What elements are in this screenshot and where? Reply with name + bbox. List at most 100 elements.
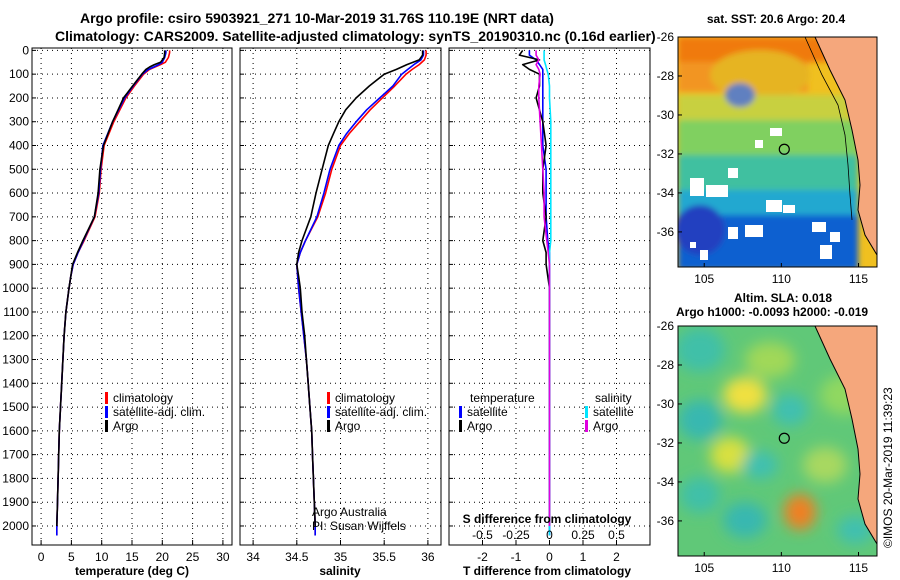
map-y-tick-label: -36 xyxy=(657,514,675,528)
depth-tick-label: 1200 xyxy=(2,329,29,343)
legend-sal-0-swatch xyxy=(327,392,330,404)
difference-legend: temperature salinitysatelliteArgosatellit… xyxy=(459,391,634,433)
temperature-panel: 0 5 10 15 20 25 30 temperature (deg C) climato… xyxy=(31,47,233,578)
depth-tick-label: 1000 xyxy=(2,281,29,295)
s-difference-tick-label: 0 xyxy=(546,528,553,542)
s-difference-ticks: -0.5 -0.25 0 0.25 0.5 xyxy=(472,528,625,542)
x-tick-label: 10 xyxy=(95,550,109,564)
legend-sal-1-label: satellite-adj. clim. xyxy=(335,405,427,419)
map-y-tick-label: -26 xyxy=(657,30,675,44)
legend-sal-2-label: Argo xyxy=(335,419,361,433)
legend-s-argo-swatch xyxy=(585,420,588,432)
x-tick-label: 36 xyxy=(421,550,435,564)
depth-axis: 0 100 200 300 400 500 600 700 800 900 1000 1100 1200… xyxy=(2,43,29,533)
argo-location-marker-sst xyxy=(778,143,790,155)
salinity-xlabel: salinity xyxy=(319,564,361,578)
x-tick-label: -2 xyxy=(477,550,488,564)
map-y-tick-label: -34 xyxy=(657,186,675,200)
legend-temp-2-swatch xyxy=(105,420,108,432)
credit-pi: PI: Susan Wijffels xyxy=(312,519,406,533)
map-y-tick-label: -32 xyxy=(657,147,675,161)
s-difference-tick-label: -0.25 xyxy=(502,528,530,542)
x-tick-label: 25 xyxy=(186,550,200,564)
salinity-panel: 34 34.5 35 35.5 36 salinity climatologysatel… xyxy=(239,47,442,578)
map-y-tick-label: -36 xyxy=(657,225,675,239)
sst-map-title: sat. SST: 20.6 Argo: 20.4 xyxy=(707,12,846,26)
depth-tick-label: 800 xyxy=(9,234,29,248)
salinity-frame xyxy=(239,47,442,546)
x-tick-label: 0 xyxy=(546,550,553,564)
argo-location-marker-sla xyxy=(778,432,790,444)
map-x-tick-label: 110 xyxy=(772,561,791,575)
map-x-tick-label: 110 xyxy=(772,272,791,286)
depth-tick-label: 1100 xyxy=(3,305,29,319)
legend-s-argo-label: Argo xyxy=(593,419,619,433)
x-tick-label: 1 xyxy=(580,550,587,564)
title-line-2: Climatology: CARS2009. Satellite-adjuste… xyxy=(55,28,656,44)
sla-map: Altim. SLA: 0.018 Argo h1000: -0.0093 h2… xyxy=(657,291,878,575)
sst-map-frame xyxy=(677,36,878,268)
depth-tick-label: 300 xyxy=(9,115,29,129)
map-y-tick-label: -26 xyxy=(657,319,675,333)
map-x-tick-label: 115 xyxy=(849,561,868,575)
depth-tick-label: 600 xyxy=(9,186,29,200)
x-tick-label: 20 xyxy=(156,550,170,564)
credit-argo-australia: Argo Australia xyxy=(312,505,387,519)
difference-panel: -2 -1 0 1 2 T difference from climatology S … xyxy=(448,47,651,578)
legend-t-satellite-label: satellite xyxy=(467,405,508,419)
depth-tick-label: 200 xyxy=(9,91,29,105)
x-tick-label: 34.5 xyxy=(285,550,309,564)
legend-t-satellite-swatch xyxy=(459,406,462,418)
depth-tick-label: 2000 xyxy=(2,519,29,533)
x-tick-label: -1 xyxy=(511,550,522,564)
legend-t-argo-swatch xyxy=(459,420,462,432)
series-line-satellite-adj-clim- xyxy=(296,50,425,536)
depth-tick-label: 1400 xyxy=(2,376,29,390)
x-tick-label: 30 xyxy=(216,550,230,564)
map-x-tick-label: 115 xyxy=(849,272,868,286)
sla-map-title: Altim. SLA: 0.018 xyxy=(734,291,832,305)
s-difference-tick-label: 0.25 xyxy=(571,528,595,542)
series-line-argo xyxy=(56,50,166,527)
legend-temp-0-swatch xyxy=(105,392,108,404)
legend-sal-2-swatch xyxy=(327,420,330,432)
series-line-climatology xyxy=(56,50,171,536)
title-line-1: Argo profile: csiro 5903921_271 10-Mar-2… xyxy=(80,10,554,26)
s-difference-label: S difference from climatology xyxy=(463,512,632,526)
legend-temp-1-label: satellite-adj. clim. xyxy=(113,405,205,419)
map-x-tick-label: 105 xyxy=(694,272,714,286)
temperature-xlabel: temperature (deg C) xyxy=(75,564,189,578)
series-line-argo xyxy=(296,50,424,527)
legend-sal-1-swatch xyxy=(327,406,330,418)
depth-tick-label: 0 xyxy=(22,43,29,57)
sla-map-frame xyxy=(677,325,878,557)
legend-temp-0-label: climatology xyxy=(113,391,173,405)
depth-tick-label: 700 xyxy=(9,210,29,224)
legend-t-argo-label: Argo xyxy=(467,419,493,433)
legend-s-header: salinity xyxy=(595,391,632,405)
map-y-tick-label: -30 xyxy=(657,108,675,122)
x-tick-label: 5 xyxy=(68,550,75,564)
depth-tick-label: 1800 xyxy=(2,471,29,485)
temperature-frame xyxy=(31,47,233,546)
x-tick-label: 35 xyxy=(334,550,348,564)
sst-map: sat. SST: 20.6 Argo: 20.4 xyxy=(657,12,878,286)
x-tick-label: 34 xyxy=(246,550,260,564)
s-difference-tick-label: 0.5 xyxy=(608,528,625,542)
x-tick-label: 0 xyxy=(38,550,45,564)
legend-s-satellite-label: satellite xyxy=(593,405,634,419)
sla-map-subtitle: Argo h1000: -0.0093 h2000: -0.019 xyxy=(676,305,868,319)
depth-tick-label: 900 xyxy=(9,257,29,271)
depth-tick-label: 1600 xyxy=(2,424,29,438)
map-y-tick-label: -30 xyxy=(657,397,675,411)
x-tick-label: 2 xyxy=(613,550,620,564)
depth-tick-label: 1500 xyxy=(2,400,29,414)
difference-xlabel: T difference from climatology xyxy=(463,564,631,578)
depth-tick-label: 1700 xyxy=(2,448,29,462)
map-y-tick-label: -28 xyxy=(657,69,675,83)
depth-tick-label: 500 xyxy=(9,162,29,176)
x-tick-label: 35.5 xyxy=(373,550,397,564)
depth-tick-label: 400 xyxy=(9,138,29,152)
